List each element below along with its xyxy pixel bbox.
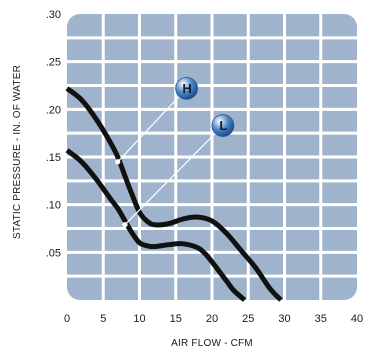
x-tick-label: 15 <box>170 313 182 325</box>
x-tick-label: 0 <box>64 313 70 325</box>
y-axis-title: STATIC PRESSURE - IN. OF WATER <box>12 65 23 239</box>
series-line-l <box>65 148 247 302</box>
y-tick-label: .25 <box>46 57 61 69</box>
y-tick-label: .10 <box>46 200 61 212</box>
callout-badge-label: L <box>219 118 227 133</box>
callout-leader-h <box>117 87 188 163</box>
x-tick-label: 30 <box>278 313 290 325</box>
x-axis-ticks: 0 5 10 15 20 25 30 35 40 <box>64 313 363 325</box>
y-tick-label: .05 <box>46 247 61 259</box>
y-tick-label: .15 <box>46 152 61 164</box>
y-tick-label: .30 <box>46 9 61 21</box>
x-tick-label: 20 <box>206 313 218 325</box>
y-tick-label: .20 <box>46 104 61 116</box>
x-tick-label: 5 <box>100 313 106 325</box>
callout-h: H <box>115 76 199 165</box>
callout-leader-l <box>124 125 224 226</box>
x-tick-label: 10 <box>133 313 145 325</box>
callout-anchor-l <box>122 222 128 228</box>
callout-badge-h <box>175 76 199 100</box>
callout-badge-l <box>211 114 235 137</box>
series-curves <box>65 86 283 302</box>
x-axis-title: AIR FLOW - CFM <box>171 338 253 349</box>
x-tick-label: 40 <box>351 313 363 325</box>
callout-badge-label: H <box>182 81 191 96</box>
y-axis-ticks: .05 .10 .15 .20 .25 .30 <box>46 9 61 259</box>
callout-l: L <box>122 114 235 228</box>
series-callouts: HL <box>115 76 235 228</box>
callout-anchor-h <box>115 159 121 165</box>
series-line-h <box>65 86 283 302</box>
x-tick-label: 35 <box>315 313 327 325</box>
x-tick-label: 25 <box>242 313 254 325</box>
